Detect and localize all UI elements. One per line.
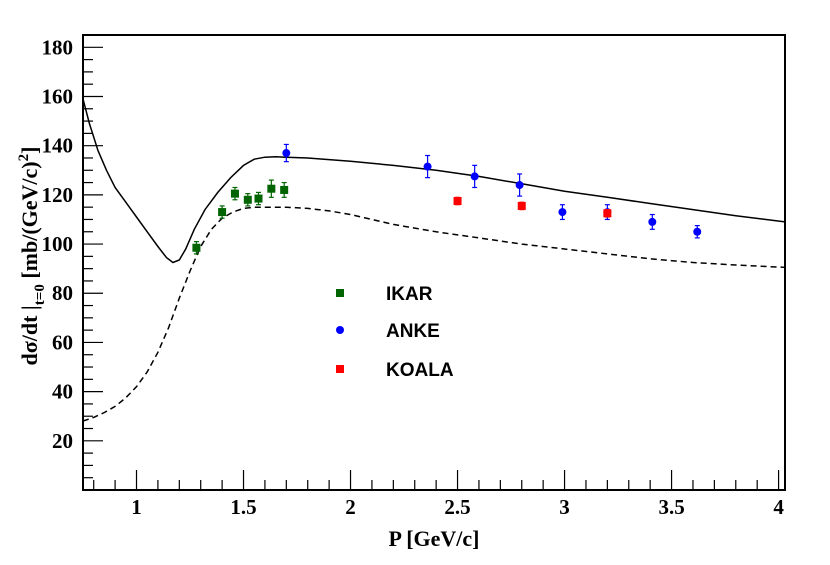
marker-anke [693,227,702,236]
point-ikar [243,193,252,207]
legend-marker-anke [336,326,344,334]
curve-solid [82,98,786,264]
marker-anke [558,208,567,217]
x-tick-labels: 1 1.5 2 2.5 3 3.5 4 [131,495,784,519]
point-koala [453,196,462,206]
point-anke [470,164,479,189]
x-tick-label: 1.5 [230,495,256,519]
point-koala [603,209,612,218]
point-ikar [218,205,227,219]
point-ikar [230,186,239,201]
y-tick-label: 120 [42,183,74,207]
marker-koala [453,197,462,206]
marker-anke [470,172,479,181]
y-tick-label: 160 [42,84,74,108]
legend-label-anke: ANKE [386,321,440,342]
legend: IKAR ANKE KOALA [336,284,454,381]
marker-ikar [243,195,252,204]
point-ikar [192,240,201,255]
point-koala [517,201,526,211]
marker-anke [282,149,291,158]
x-tick-label: 1 [131,495,142,519]
marker-ikar [192,243,201,252]
x-axis-title: P [GeV/c] [388,526,479,551]
axis-ticks [83,46,780,490]
point-anke [693,225,702,239]
x-tick-label: 3 [559,495,570,519]
point-ikar [254,191,263,206]
y-axis-title-units: [mb/(GeV/c) [17,161,42,284]
x-tick-label: 2 [345,495,356,519]
point-anke [558,204,567,221]
marker-anke [515,181,524,190]
legend-marker-koala [336,365,344,373]
x-tick-label: 3.5 [658,495,684,519]
marker-ikar [280,185,289,194]
marker-ikar [230,189,239,198]
marker-anke [648,217,657,226]
y-axis-title-close: ] [17,147,42,154]
model-curves [82,98,786,422]
y-axis-title-main: dσ/dt | [17,305,42,365]
marker-ikar [267,184,276,193]
y-tick-label: 180 [42,35,74,59]
point-anke [423,154,432,179]
y-tick-label: 20 [52,429,73,453]
marker-koala [603,209,612,218]
y-axis-title-superscript: 2 [16,154,32,162]
plot-frame [82,34,786,491]
legend-marker-ikar [336,289,344,297]
marker-anke [423,162,432,171]
marker-ikar [218,208,227,217]
point-anke [282,143,291,163]
y-tick-label: 60 [52,330,73,354]
point-anke [648,213,657,230]
y-axis-title-subscript: t=0 [32,284,48,305]
legend-label-koala: KOALA [386,360,454,381]
curve-dashed [82,206,786,422]
y-tick-label: 100 [42,232,74,256]
data-points [192,143,702,255]
y-tick-label: 140 [42,134,74,158]
marker-ikar [254,194,263,203]
x-tick-label: 2.5 [444,495,470,519]
y-tick-labels: 20 40 60 80 100 120 140 160 180 [42,35,74,453]
point-anke [515,173,524,197]
y-tick-label: 80 [52,281,73,305]
y-axis-title: dσ/dt |t=0 [mb/(GeV/c)2] [16,147,48,366]
y-tick-label: 40 [52,380,73,404]
legend-label-ikar: IKAR [386,284,433,305]
point-ikar [267,179,276,198]
x-tick-label: 4 [773,495,784,519]
marker-koala [517,201,526,210]
point-ikar [280,181,289,198]
